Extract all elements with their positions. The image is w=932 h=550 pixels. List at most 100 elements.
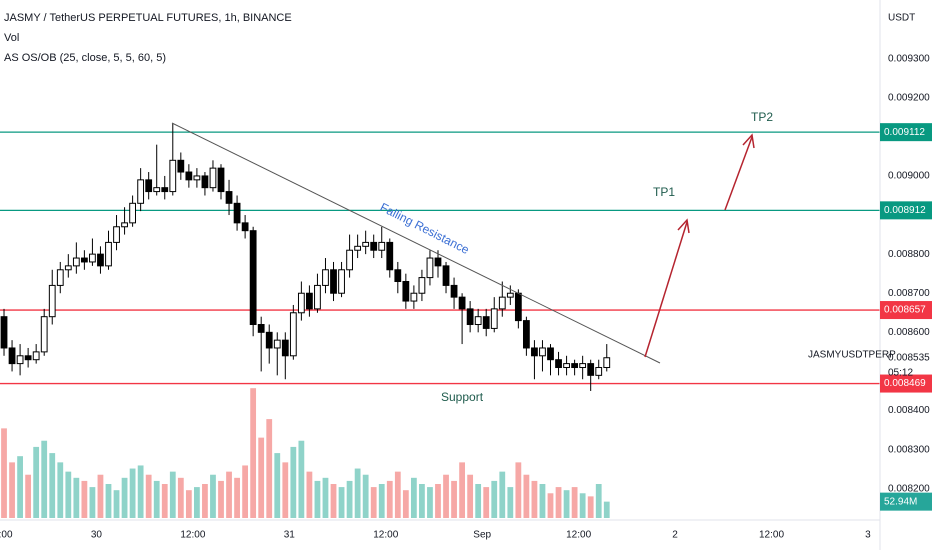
countdown-label: 05:12 (888, 367, 913, 378)
volume-bar (1, 428, 7, 518)
candle-body (378, 241, 386, 251)
volume-bar (105, 484, 112, 518)
volume-bar (258, 437, 265, 518)
candle-layer (0, 123, 611, 391)
candle-body (539, 347, 546, 357)
candle-body (490, 308, 498, 329)
volume-badge (880, 492, 932, 511)
candle-body (338, 269, 345, 294)
candle-body (506, 292, 514, 298)
volume-bar (467, 474, 474, 518)
y-tick-label: 0.008700 (888, 288, 930, 299)
volume-bar (57, 462, 64, 518)
candle-body (314, 284, 321, 310)
volume-bar (250, 388, 257, 518)
candle-body (257, 324, 265, 333)
x-tick-label: 30 (91, 530, 103, 541)
volume-bar (410, 477, 417, 518)
candle-body (434, 257, 442, 267)
candle-body (458, 296, 466, 310)
volume-bar (402, 490, 409, 518)
candle-body (153, 187, 161, 193)
symbol-label: JASMYUSDTPERP (808, 350, 896, 361)
x-tick-label: 31 (284, 530, 296, 541)
volume-bar (603, 501, 610, 518)
x-tick-label: 12:00 (180, 530, 205, 541)
candle-body (233, 202, 241, 224)
volume-bar (595, 484, 602, 518)
volume-bar (563, 490, 570, 518)
volume-bar (210, 474, 216, 518)
level-price-label: 0.008657 (884, 305, 926, 316)
candle-body (169, 159, 177, 193)
y-tick-label: 0.008300 (888, 444, 930, 455)
candle-body (16, 355, 24, 365)
candle-body (595, 367, 603, 376)
candle-body (322, 269, 329, 286)
volume-bar (378, 484, 385, 518)
x-tick-label: 12:00 (566, 530, 591, 541)
chart-title: JASMY / TetherUS PERPETUAL FUTURES, 1h, … (4, 12, 292, 24)
candle-body (306, 292, 313, 310)
volume-bar (330, 484, 337, 518)
candle-body (531, 347, 538, 357)
volume-bar (491, 480, 498, 518)
volume-bar (459, 462, 465, 518)
volume-bar (33, 446, 40, 518)
candle-body (0, 316, 8, 349)
volume-bar (226, 471, 232, 518)
candle-body (410, 292, 418, 302)
candle-body (249, 230, 257, 326)
volume-bar (483, 487, 490, 518)
volume-bar (9, 462, 15, 518)
x-tick-label: 3 (865, 530, 871, 541)
volume-bar (362, 474, 369, 518)
volume-bar (531, 480, 538, 518)
candle-body (64, 265, 72, 271)
candle-body (522, 320, 530, 349)
candle-body (129, 202, 136, 224)
volume-bar (153, 480, 160, 518)
candle-body (354, 245, 362, 251)
candle-body (241, 222, 249, 232)
candle-body (466, 308, 474, 326)
axis-layer: 0.009300 0.009200 0.009000 0.008800 0.008700… (0, 53, 932, 541)
x-tick-label: 12:00 (759, 530, 784, 541)
candle-body (603, 357, 611, 369)
y-tick-label: 0.008400 (888, 405, 930, 416)
volume-bar (161, 484, 168, 518)
volume-bar (234, 477, 240, 518)
candle-body (587, 363, 595, 376)
candle-body (450, 284, 458, 298)
x-tick-label: Sep (473, 530, 491, 541)
volume-bar (218, 480, 224, 518)
candle-body (265, 331, 273, 349)
candle-body (547, 347, 554, 361)
volume-bar (81, 480, 88, 518)
tp1-label: TP1 (653, 185, 675, 199)
levels-layer (0, 131, 880, 385)
volume-bar (73, 477, 80, 518)
volume-bar (113, 490, 120, 518)
volume-bar (515, 462, 522, 518)
volume-bar (274, 453, 281, 518)
volume-layer (1, 388, 610, 518)
volume-bar (129, 468, 136, 518)
candle-body (362, 241, 370, 247)
candle-body (209, 167, 217, 189)
level-badge (880, 301, 932, 320)
volume-bar (338, 487, 345, 518)
volume-bar (185, 490, 192, 518)
tp2-label: TP2 (751, 110, 773, 124)
volume-bar (571, 487, 578, 518)
volume-bar (25, 474, 32, 518)
volume-bar (298, 440, 305, 518)
candle-body (185, 171, 193, 181)
candle-body (482, 316, 490, 329)
y-tick-label: 0.008200 (888, 483, 930, 494)
volume-bar (97, 474, 104, 518)
candle-body (56, 269, 64, 286)
volume-legend: Vol (4, 32, 19, 44)
candle-body (80, 257, 88, 263)
volume-bar (137, 465, 144, 518)
